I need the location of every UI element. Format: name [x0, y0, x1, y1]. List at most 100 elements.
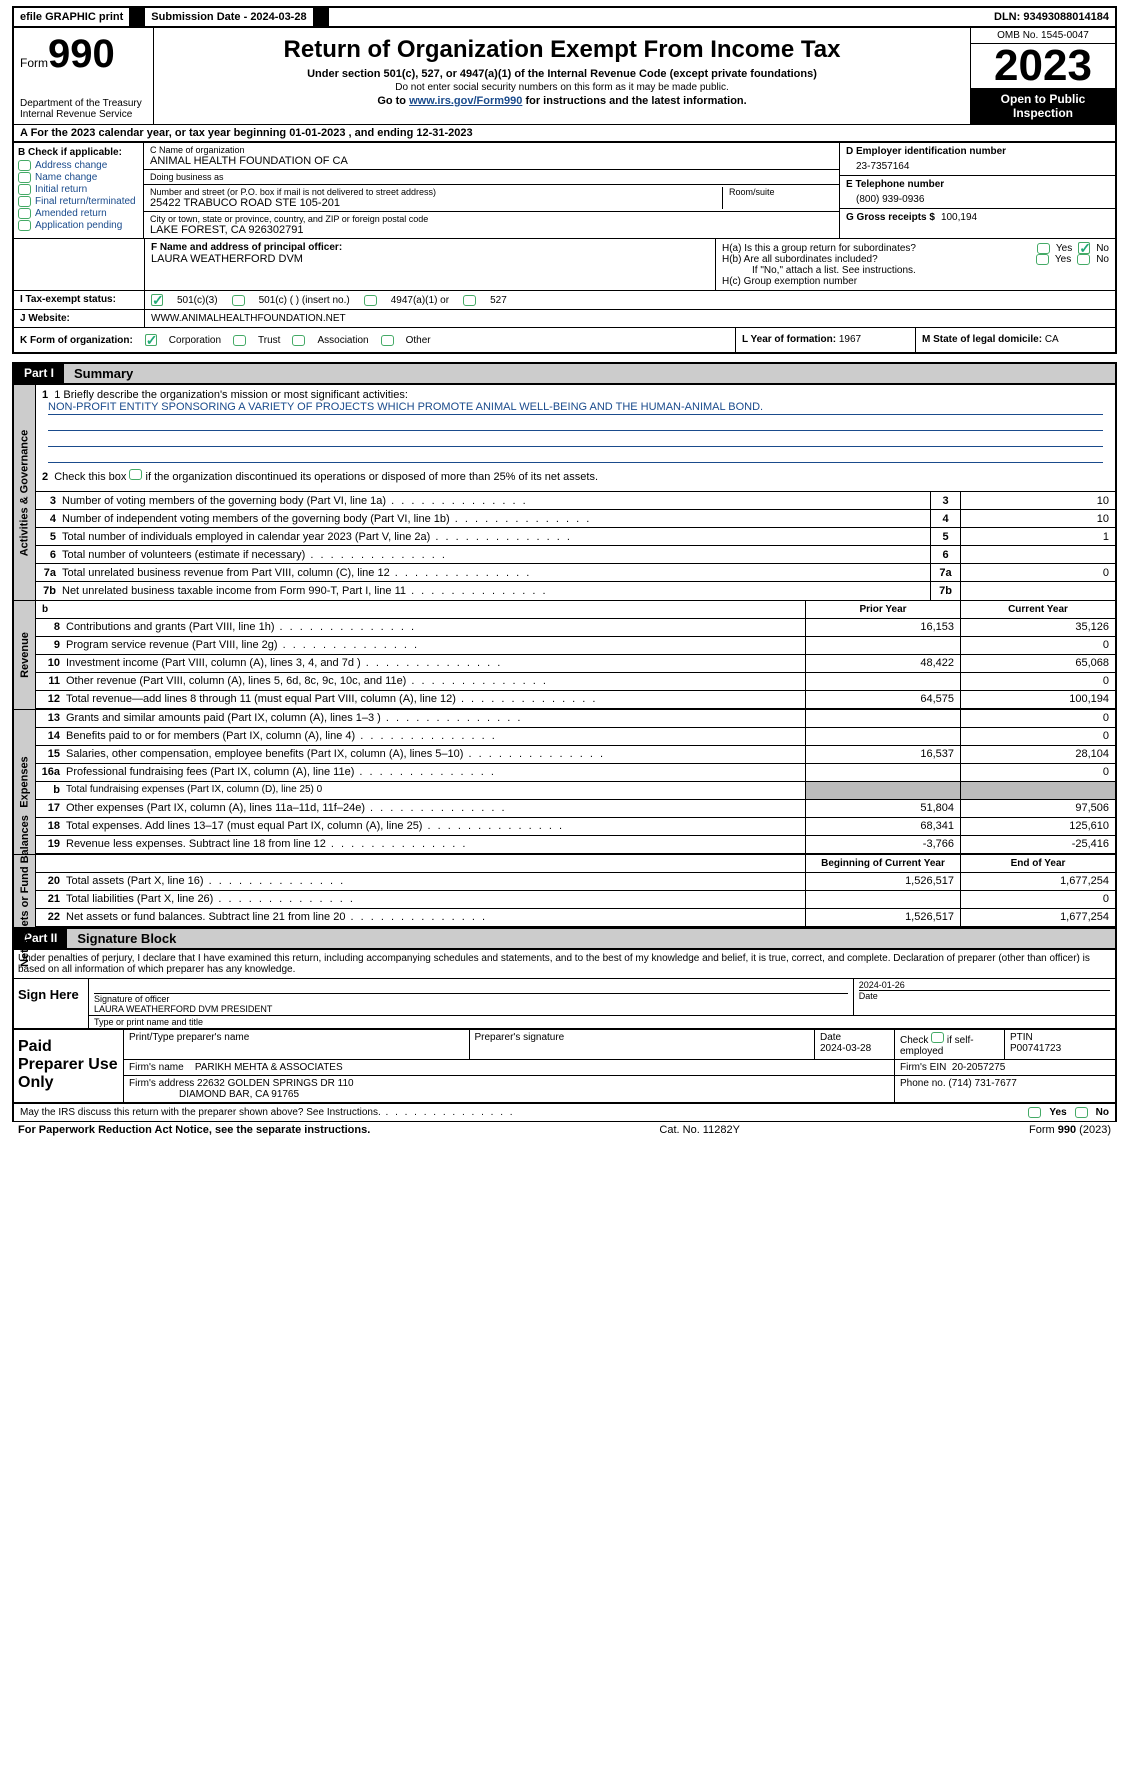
gross-label: G Gross receipts $ [846, 212, 935, 223]
box-c: C Name of organization ANIMAL HEALTH FOU… [144, 143, 840, 238]
summary-line: 22Net assets or fund balances. Subtract … [36, 909, 1115, 927]
summary-line: 18Total expenses. Add lines 13–17 (must … [36, 818, 1115, 836]
cat-no: Cat. No. 11282Y [659, 1124, 740, 1136]
col-curr: Current Year [960, 601, 1115, 618]
part1-header: Part I Summary [12, 362, 1117, 385]
city-label: City or town, state or province, country… [150, 214, 833, 224]
form-990-page: efile GRAPHIC print Submission Date - 20… [0, 0, 1129, 1144]
summary-line: bTotal fundraising expenses (Part IX, co… [36, 782, 1115, 800]
gross-value: 100,194 [941, 212, 977, 223]
tab-netassets: Net Assets or Fund Balances [14, 854, 36, 927]
checkbox-icon[interactable] [233, 335, 246, 346]
prep-sig-label: Preparer's signature [470, 1030, 816, 1059]
ein-value: 23-7357164 [846, 157, 1109, 172]
topbar: efile GRAPHIC print Submission Date - 20… [12, 6, 1117, 28]
checkbox-icon[interactable] [1036, 254, 1049, 265]
summary-line: 20Total assets (Part X, line 16) 1,526,5… [36, 873, 1115, 891]
prep-name-label: Print/Type preparer's name [124, 1030, 470, 1059]
paperwork-notice: For Paperwork Reduction Act Notice, see … [18, 1124, 370, 1136]
checkbox-icon[interactable] [18, 196, 31, 207]
dba-label: Doing business as [150, 172, 833, 182]
checkbox-icon[interactable] [1078, 242, 1090, 254]
col-beg: Beginning of Current Year [805, 855, 960, 872]
summary-line: 7a Total unrelated business revenue from… [36, 564, 1115, 582]
phone-value: (800) 939-0936 [846, 190, 1109, 205]
officer-label: F Name and address of principal officer: [151, 242, 709, 253]
summary-line: 3 Number of voting members of the govern… [36, 492, 1115, 510]
website-link[interactable]: WWW.ANIMALHEALTHFOUNDATION.NET [151, 313, 346, 324]
col-prior: Prior Year [805, 601, 960, 618]
checkbox-icon[interactable] [18, 184, 31, 195]
box-b: B Check if applicable: Address change Na… [14, 143, 144, 238]
tab-revenue: Revenue [14, 600, 36, 709]
room-label: Room/suite [729, 187, 833, 197]
hb-note: If "No," attach a list. See instructions… [722, 265, 1109, 276]
checkbox-icon[interactable] [1028, 1107, 1041, 1118]
summary-line: 9Program service revenue (Part VIII, lin… [36, 637, 1115, 655]
row-k-l-m: K Form of organization: Corporation Trus… [12, 328, 1117, 354]
summary-line: 14Benefits paid to or for members (Part … [36, 728, 1115, 746]
summary-line: 13Grants and similar amounts paid (Part … [36, 710, 1115, 728]
page-footer: For Paperwork Reduction Act Notice, see … [12, 1122, 1117, 1138]
irs-link[interactable]: www.irs.gov/Form990 [409, 95, 522, 107]
city-value: LAKE FOREST, CA 926302791 [150, 224, 833, 236]
row-i: I Tax-exempt status: 501(c)(3) 501(c) ( … [12, 291, 1117, 310]
row-j: J Website: WWW.ANIMALHEALTHFOUNDATION.NE… [12, 310, 1117, 328]
checkbox-icon[interactable] [931, 1032, 944, 1043]
checkbox-icon[interactable] [18, 208, 31, 219]
checkbox-icon[interactable] [18, 220, 31, 231]
summary-line: 4 Number of independent voting members o… [36, 510, 1115, 528]
ssn-note: Do not enter social security numbers on … [162, 82, 962, 93]
summary-line: 15Salaries, other compensation, employee… [36, 746, 1115, 764]
addr-value: 25422 TRABUCO ROAD STE 105-201 [150, 197, 718, 209]
summary-line: 6 Total number of volunteers (estimate i… [36, 546, 1115, 564]
mission-label: 1 Briefly describe the organization's mi… [54, 389, 408, 401]
sig-date: 2024-01-26 [859, 980, 1110, 991]
divider [315, 8, 329, 26]
checkbox-icon[interactable] [463, 295, 476, 306]
org-name: ANIMAL HEALTH FOUNDATION OF CA [150, 155, 833, 167]
checkbox-icon[interactable] [129, 469, 142, 480]
checkbox-icon[interactable] [381, 335, 394, 346]
form-number: Form990 [20, 32, 147, 77]
summary-line: 19Revenue less expenses. Subtract line 1… [36, 836, 1115, 854]
checkbox-501c3[interactable] [151, 294, 163, 306]
form-header: Form990 Department of the Treasury Inter… [12, 28, 1117, 124]
checkbox-icon[interactable] [364, 295, 377, 306]
checkbox-icon[interactable] [232, 295, 245, 306]
open-inspection: Open to Public Inspection [971, 88, 1115, 124]
checkbox-icon[interactable] [1075, 1107, 1088, 1118]
header-grid: B Check if applicable: Address change Na… [12, 143, 1117, 239]
checkbox-icon[interactable] [292, 335, 305, 346]
tab-activities: Activities & Governance [14, 385, 36, 600]
firm-addr1: 22632 GOLDEN SPRINGS DR 110 [197, 1078, 354, 1089]
type-name-label: Type or print name and title [89, 1016, 1115, 1028]
summary-section: Activities & Governance 1 1 Briefly desc… [12, 385, 1117, 929]
goto-note: Go to www.irs.gov/Form990 for instructio… [162, 95, 962, 107]
summary-line: 10Investment income (Part VIII, column (… [36, 655, 1115, 673]
perjury-text: Under penalties of perjury, I declare th… [12, 950, 1117, 978]
firm-phone: (714) 731-7677 [948, 1078, 1016, 1089]
phone-label: E Telephone number [846, 179, 1109, 190]
sig-date-label: Date [859, 991, 1110, 1001]
discuss-row: May the IRS discuss this return with the… [12, 1104, 1117, 1122]
dln: DLN: 93493088014184 [988, 8, 1115, 26]
divider [131, 8, 145, 26]
summary-line: 8Contributions and grants (Part VIII, li… [36, 619, 1115, 637]
summary-line: 16aProfessional fundraising fees (Part I… [36, 764, 1115, 782]
org-name-label: C Name of organization [150, 145, 833, 155]
dept-label: Department of the Treasury Internal Reve… [20, 98, 147, 120]
checkbox-icon[interactable] [18, 160, 31, 171]
ptin: P00741723 [1010, 1043, 1061, 1054]
checkbox-icon[interactable] [1037, 243, 1050, 254]
sign-here-label: Sign Here [14, 979, 89, 1028]
tax-year: 2023 [971, 44, 1115, 88]
checkbox-icon[interactable] [18, 172, 31, 183]
firm-name: PARIKH MEHTA & ASSOCIATES [195, 1062, 343, 1073]
checkbox-corp[interactable] [145, 334, 157, 346]
part2-header: Part II Signature Block [12, 929, 1117, 950]
firm-addr2: DIAMOND BAR, CA 91765 [179, 1089, 299, 1100]
summary-line: 21Total liabilities (Part X, line 26) 0 [36, 891, 1115, 909]
h-b: H(b) Are all subordinates included? Yes … [722, 254, 1109, 265]
sig-officer-label: Signature of officer [94, 994, 848, 1004]
